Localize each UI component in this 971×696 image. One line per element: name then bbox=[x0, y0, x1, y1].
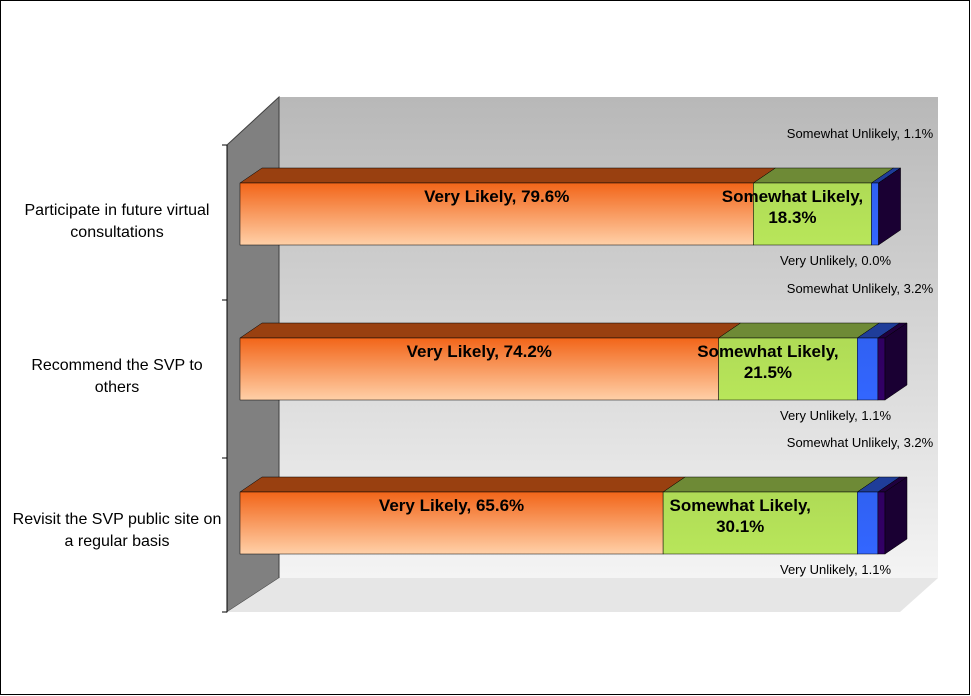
data-label: Very Likely, 74.2% bbox=[406, 342, 552, 361]
bar-front bbox=[753, 182, 872, 246]
data-label: Somewhat Unlikely, 1.1% bbox=[786, 126, 934, 141]
bar-segment bbox=[239, 322, 742, 401]
bar-front bbox=[718, 337, 858, 401]
bar-front bbox=[871, 182, 879, 246]
bar-front bbox=[239, 337, 719, 401]
bar-side bbox=[884, 322, 908, 401]
data-label: Very Unlikely, 0.0% bbox=[780, 253, 892, 268]
category-label: Revisit the SVP public site on a regular… bbox=[12, 511, 222, 550]
bar-segment bbox=[752, 167, 895, 246]
bar-front bbox=[877, 491, 886, 555]
bar-side bbox=[884, 476, 908, 555]
bar-segment bbox=[877, 322, 908, 401]
bar-segment bbox=[662, 476, 881, 555]
category-label: Participate in future virtual consultati… bbox=[24, 202, 210, 241]
bar-front bbox=[857, 491, 879, 555]
floor bbox=[227, 578, 938, 612]
data-label: Somewhat Unlikely, 3.2% bbox=[786, 435, 934, 450]
bar-front bbox=[239, 491, 664, 555]
bar-front bbox=[662, 491, 858, 555]
bar-top bbox=[239, 167, 777, 184]
category-label: Recommend the SVP to others bbox=[31, 357, 203, 396]
data-label: Very Likely, 65.6% bbox=[378, 496, 525, 515]
data-label: Somewhat Likely, 21.5% bbox=[697, 342, 839, 383]
bar-segment bbox=[239, 476, 686, 555]
bar-side bbox=[878, 167, 901, 246]
data-label: Very Unlikely, 1.1% bbox=[780, 562, 892, 577]
data-label: Very Unlikely, 1.1% bbox=[780, 408, 892, 423]
bar-top bbox=[752, 167, 895, 184]
bar-front bbox=[877, 337, 886, 401]
bar-top bbox=[717, 322, 881, 339]
bar-top bbox=[239, 476, 686, 493]
bar-segment bbox=[856, 476, 901, 555]
data-label: Somewhat Likely, 30.1% bbox=[669, 496, 811, 537]
bar-segment bbox=[877, 476, 908, 555]
data-label: Somewhat Likely, 18.3% bbox=[721, 187, 864, 228]
data-label: Very Likely, 79.6% bbox=[424, 187, 570, 206]
bar-top bbox=[239, 322, 742, 339]
data-label: Somewhat Unlikely, 3.2% bbox=[786, 281, 934, 296]
bar-top bbox=[662, 476, 881, 493]
bar-segment bbox=[878, 167, 901, 246]
bar-front bbox=[857, 337, 879, 401]
bar-segment bbox=[717, 322, 881, 401]
